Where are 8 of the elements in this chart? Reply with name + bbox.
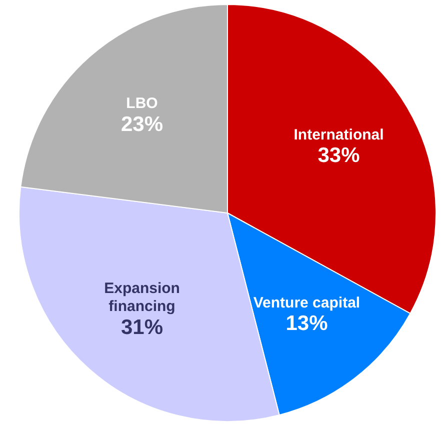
slice-label: Venture capital <box>253 294 360 312</box>
data-label: 31% <box>120 316 164 339</box>
slice-label: LBO <box>126 95 158 112</box>
data-label: 33% <box>318 144 360 167</box>
data-label: 13% <box>286 312 328 335</box>
slice-label: Expansion financing <box>104 280 180 316</box>
slice-label: International <box>294 126 384 144</box>
data-label: 23% <box>120 112 164 136</box>
